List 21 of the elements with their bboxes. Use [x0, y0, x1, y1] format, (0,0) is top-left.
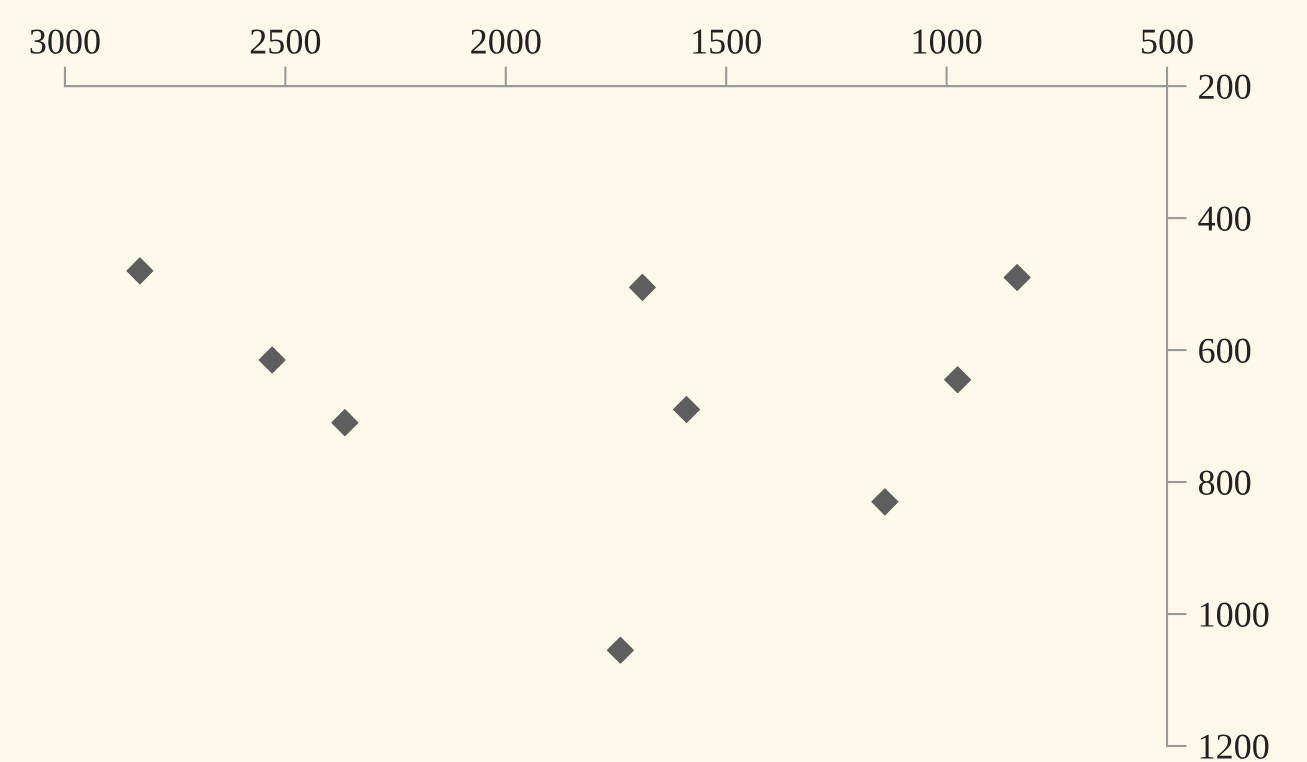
point: [258, 346, 286, 374]
point: [628, 273, 656, 301]
point: [606, 636, 634, 664]
x-tick-label: 1500: [693, 29, 761, 54]
y-tick-label: 1000: [1200, 602, 1269, 627]
y-tick-label: 1200: [1200, 734, 1269, 759]
y-tick-label: 400: [1198, 206, 1251, 231]
x-tick-label: 1000: [913, 29, 982, 54]
point: [673, 395, 701, 423]
y-tick-label: 600: [1199, 338, 1251, 363]
y-tick-label: 200: [1199, 74, 1251, 99]
point: [944, 366, 972, 394]
x-tick-label: 500: [1142, 29, 1193, 54]
point: [126, 257, 154, 285]
point: [331, 409, 359, 437]
point: [871, 488, 899, 516]
x-tick-label: 3000: [30, 29, 100, 54]
x-tick-label: 2500: [250, 29, 321, 54]
x-tick-label: 2000: [471, 29, 541, 54]
point: [1003, 263, 1031, 291]
y-tick-label: 800: [1198, 470, 1251, 495]
